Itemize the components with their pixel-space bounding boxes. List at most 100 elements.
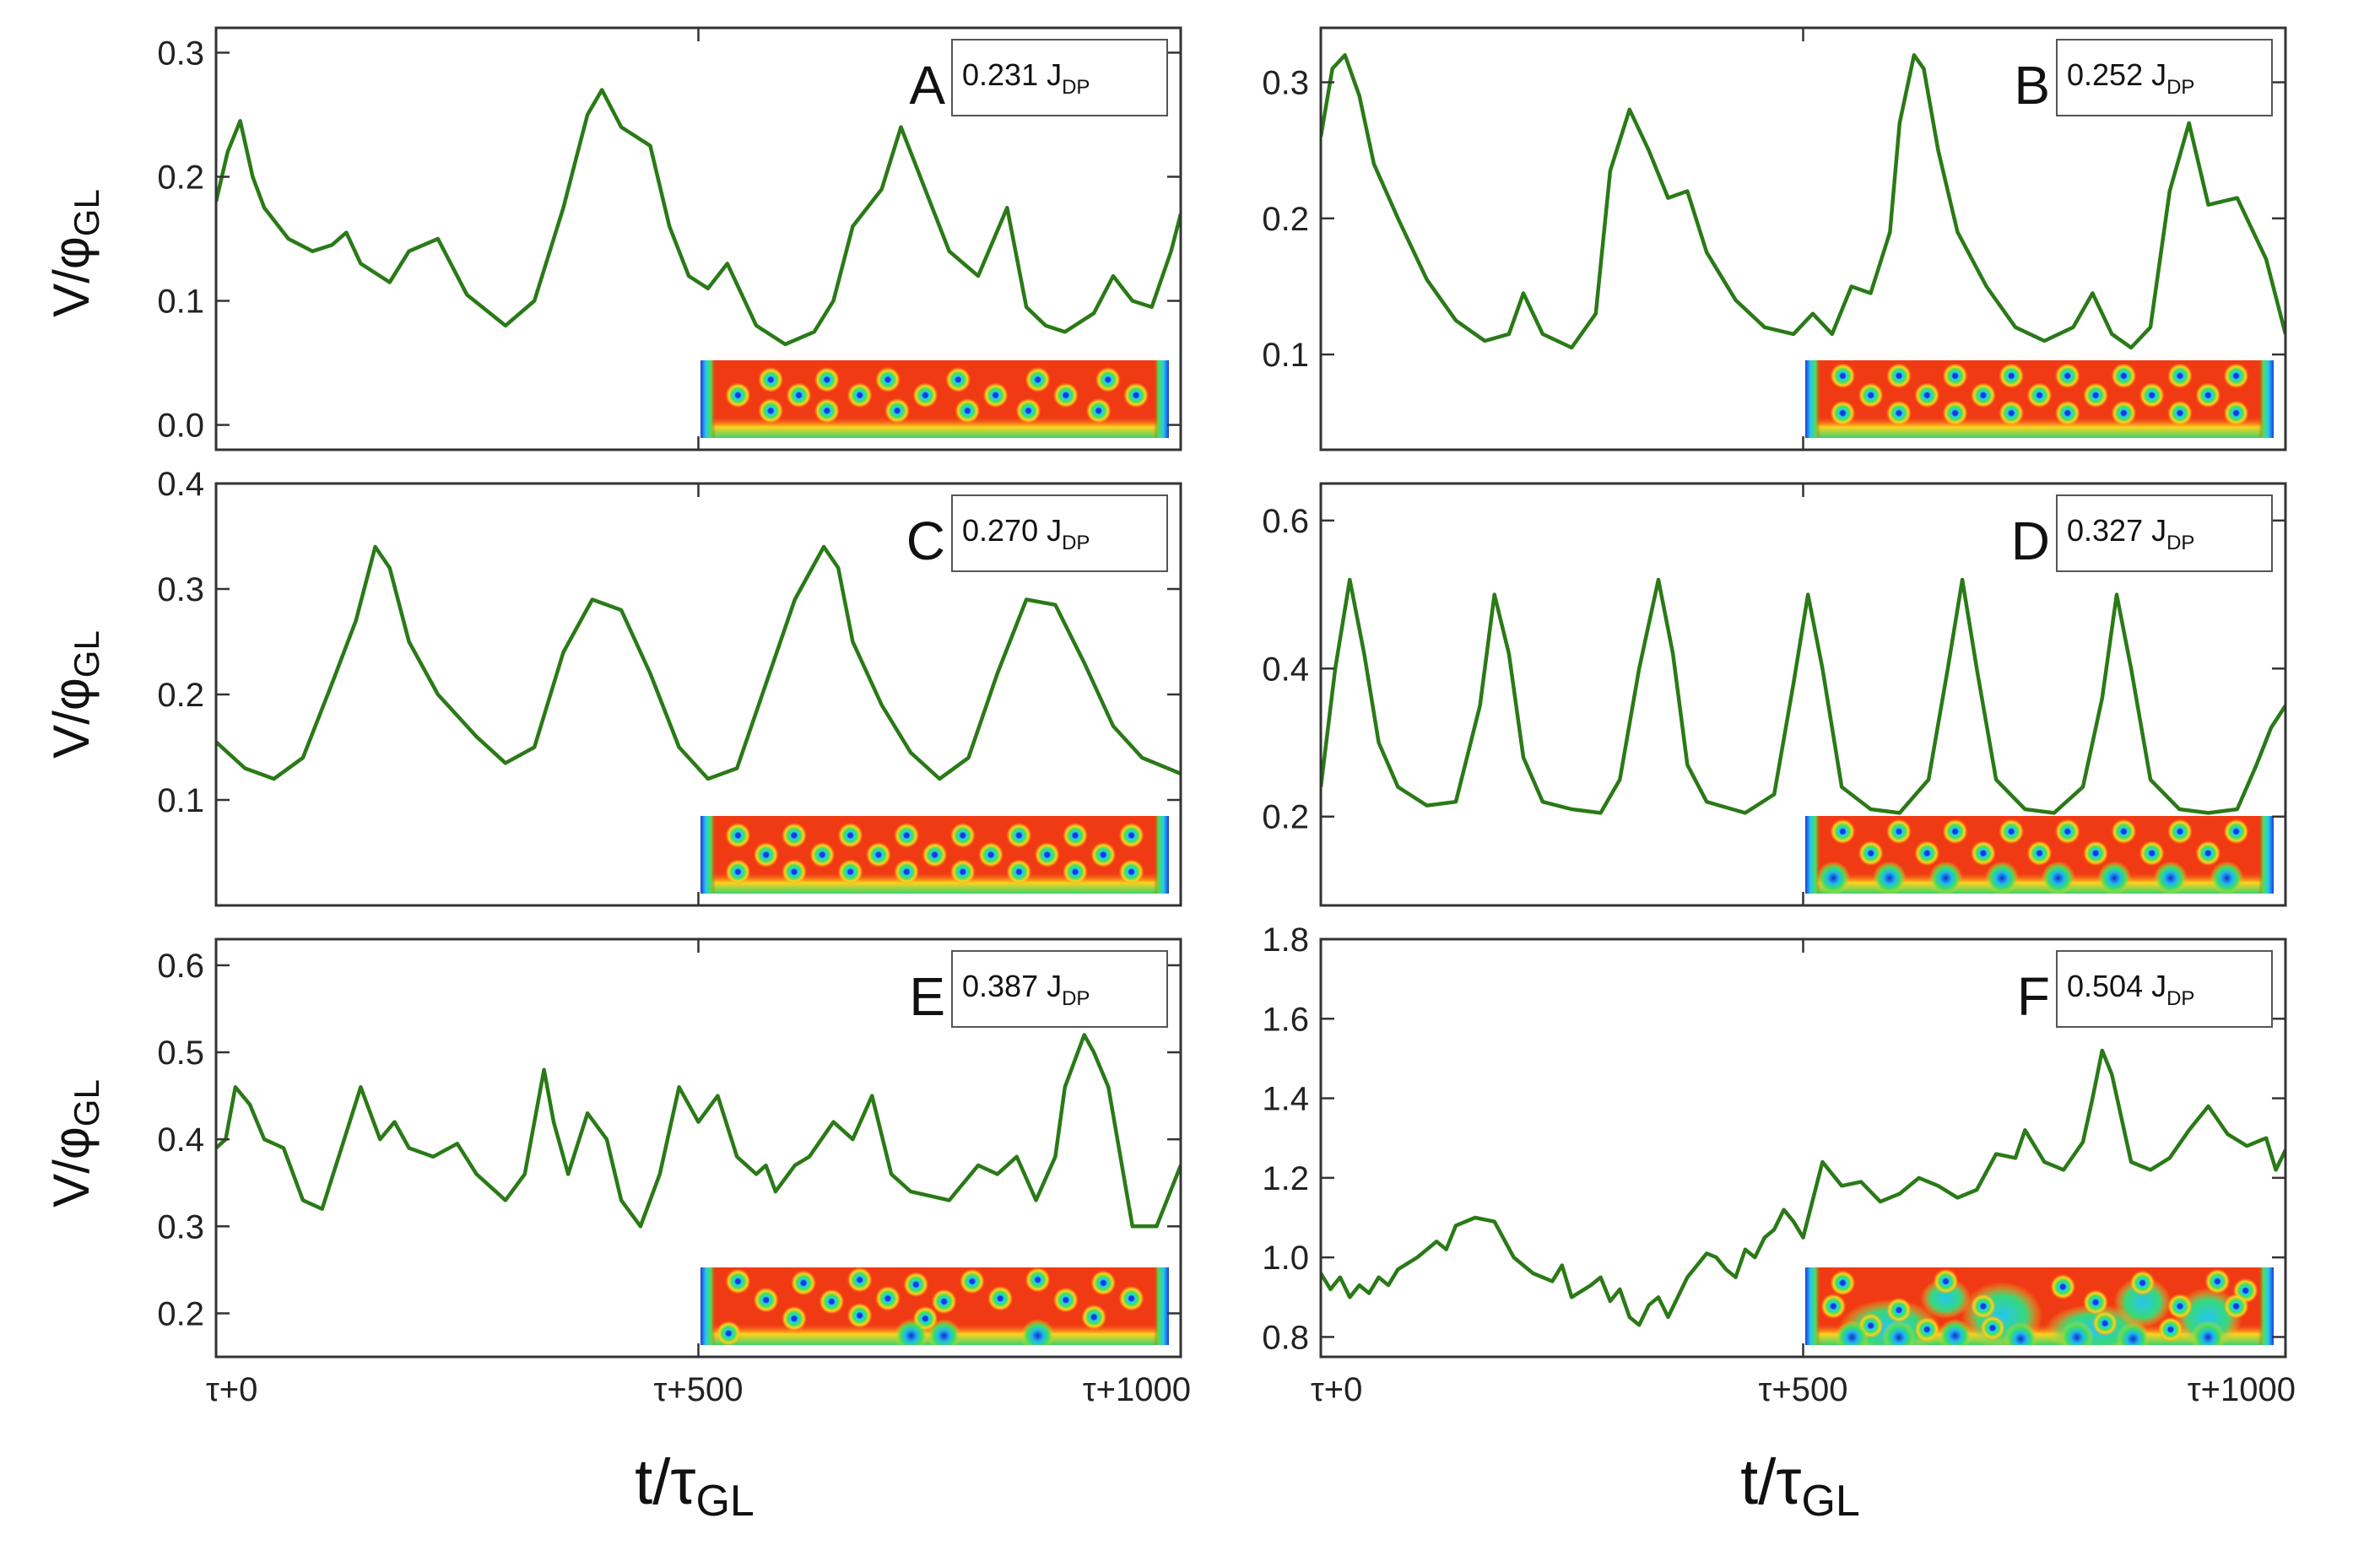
y-axis-title-row1: V/φGL	[43, 189, 106, 317]
panel-b-inset-vortex	[1886, 363, 1912, 389]
panel-d-inset-vortex	[2054, 819, 2080, 845]
panel-b-ytick-label: 0.1	[1262, 337, 1309, 374]
panel-c-inset-bottom-edge	[700, 872, 1169, 894]
panel-f-inset-vortex	[1886, 1297, 1912, 1323]
panel-c-inset-vortex	[837, 859, 863, 885]
panel-c-inset-vortex	[978, 842, 1004, 867]
panel-c-ytick-label: 0.1	[157, 782, 204, 819]
panel-c-inset-vortex	[753, 842, 779, 867]
panel-d-inset-vortex	[1886, 819, 1912, 845]
panel-e-inset-vortex	[987, 1285, 1014, 1311]
panel-a-ytick-label: 0.2	[157, 159, 204, 196]
panel-e-inset-left-edge	[700, 1267, 716, 1345]
panel-c-ytick-label: 0.4	[157, 466, 204, 503]
panel-d-inset-vortex	[2195, 840, 2221, 867]
panel-b-inset-vortex	[2083, 382, 2109, 408]
panel-a-current-label: 0.231 JDP	[962, 57, 1090, 99]
panel-a-inset-vortex	[725, 382, 751, 408]
x-axis-title-left: t/τGL	[635, 1446, 755, 1526]
panel-b-inset-vortex	[1858, 382, 1884, 408]
panel-c-inset-vortex	[949, 823, 976, 848]
panel-a-inset-vortex	[884, 397, 911, 424]
panel-d-inset-vortex-deep	[2153, 861, 2188, 894]
panel-b-inset-vortex	[2223, 363, 2249, 389]
panel-f-xtick-label: τ+1000	[2188, 1371, 2296, 1408]
panel-c-inset-vortex	[1034, 842, 1060, 867]
panel-b-inset-vortex	[1999, 400, 2025, 426]
panel-f-xtick-label: τ+0	[1311, 1371, 1362, 1408]
panel-f-inset-blob	[2113, 1277, 2172, 1328]
panel-b-inset-vortex	[2167, 363, 2193, 389]
panel-b-inset-vortex	[2195, 382, 2221, 408]
panel-a-inset-right-edge	[1154, 360, 1169, 438]
panel-b-inset-vortex	[1830, 400, 1856, 426]
panel-c-inset-vortex	[949, 859, 976, 885]
panel-f-inset-left-edge	[1805, 1267, 1820, 1345]
panel-f-ytick-label: 1.4	[1262, 1081, 1309, 1118]
panel-d-inset-vortex-deep	[1985, 861, 2020, 894]
panel-a-inset	[700, 360, 1169, 438]
panel-a: 0.0 0.1 0.2 0.3 A 0.231 JDP	[157, 26, 1182, 451]
panel-f-inset-vortex	[1914, 1316, 1940, 1343]
panel-e-ytick-label: 0.2	[157, 1295, 204, 1332]
panel-b-inset-bottom-edge	[1805, 416, 2274, 438]
panel-d: 0.2 0.4 0.6 D 0.327 JDP	[1262, 482, 2287, 907]
panel-e-current-box	[951, 950, 1168, 1028]
panel-f-inset-vortex	[2157, 1316, 2183, 1343]
panel-b-inset-vortex	[1886, 400, 1912, 426]
panel-b: 0.1 0.2 0.3 B 0.252 JDP	[1262, 26, 2287, 451]
panel-e-inset-vortex	[1090, 1270, 1117, 1296]
panel-c-inset-vortex	[782, 859, 807, 885]
panel-e-series-line	[216, 1033, 1181, 1229]
panel-c-current-label: 0.270 JDP	[962, 513, 1090, 554]
panel-e-inset-vortex	[903, 1272, 929, 1298]
panel-d-inset-vortex	[1942, 819, 1968, 845]
panel-f-inset-vortex	[2083, 1289, 2109, 1316]
panel-d-letter: D	[2011, 511, 2050, 571]
panel-b-inset-vortex	[2167, 400, 2193, 426]
panel-e-xtick-label: τ+0	[206, 1371, 257, 1408]
panel-e-inset-vortex	[931, 1289, 957, 1315]
panel-e-inset	[700, 1267, 1169, 1345]
panel-a-inset-vortex	[814, 367, 840, 392]
panel-d-inset-vortex	[2139, 840, 2165, 867]
panel-a-inset-vortex	[875, 367, 901, 392]
panel-b-inset-left-edge	[1805, 360, 1820, 438]
panel-c-inset	[700, 816, 1169, 894]
panel-f-inset-vortex	[2167, 1294, 2193, 1319]
panel-f-inset-right-edge	[2258, 1267, 2274, 1345]
panel-e-inset-vortex-deep	[894, 1318, 928, 1345]
panel-b-inset-vortex	[2054, 363, 2080, 389]
panel-f-ytick-label: 1.2	[1262, 1160, 1309, 1197]
panel-a-inset-vortex	[758, 367, 784, 392]
panel-e-inset-vortex-deep	[1020, 1318, 1055, 1345]
panel-d-series-line	[1321, 577, 2285, 815]
panel-a-inset-vortex	[786, 382, 812, 408]
panel-a-inset-vortex	[1095, 367, 1121, 392]
panel-b-inset-vortex	[1914, 382, 1940, 408]
panel-a-inset-vortex	[758, 397, 784, 424]
panel-f-inset-vortex-deep	[1938, 1318, 1972, 1345]
panel-b-letter: B	[2014, 55, 2050, 116]
panel-c: 0.1 0.2 0.3 0.4 C 0.270 JDP	[157, 466, 1182, 907]
panel-f-inset-vortex	[1970, 1294, 1996, 1319]
panel-c-inset-vortex	[782, 823, 807, 848]
panel-a-inset-vortex	[1085, 397, 1112, 424]
panel-b-ytick-label: 0.2	[1262, 201, 1309, 238]
panel-c-letter: C	[906, 511, 945, 571]
panel-f-inset-vortex-deep	[2191, 1320, 2226, 1345]
panel-e-inset-vortex	[959, 1268, 985, 1294]
panel-a-inset-vortex	[982, 382, 1009, 408]
panel-a-ytick-label: 0.0	[157, 408, 204, 445]
panel-c-inset-vortex	[865, 842, 891, 867]
panel-a-inset-vortex	[1015, 397, 1041, 424]
panel-d-inset-vortex	[2111, 819, 2137, 845]
panel-f-inset-vortex	[2204, 1268, 2231, 1294]
panel-f-inset-vortex	[1830, 1270, 1856, 1296]
panel-e-inset-vortex	[1052, 1287, 1079, 1313]
panel-c-inset-vortex	[1063, 859, 1088, 885]
panel-f-inset-vortex	[2092, 1310, 2118, 1337]
panel-b-inset-vortex	[1999, 363, 2025, 389]
panel-c-inset-left-edge	[700, 816, 716, 894]
